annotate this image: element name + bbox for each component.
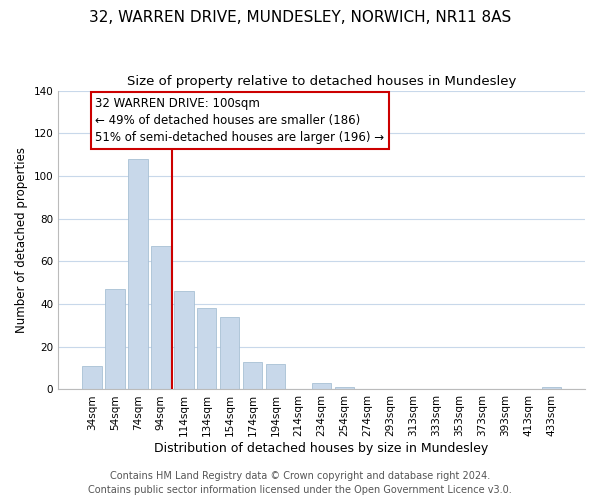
Y-axis label: Number of detached properties: Number of detached properties [15, 147, 28, 333]
Text: 32 WARREN DRIVE: 100sqm
← 49% of detached houses are smaller (186)
51% of semi-d: 32 WARREN DRIVE: 100sqm ← 49% of detache… [95, 97, 385, 144]
Bar [243, 362, 262, 390]
Bar [335, 388, 355, 390]
Text: 32, WARREN DRIVE, MUNDESLEY, NORWICH, NR11 8AS: 32, WARREN DRIVE, MUNDESLEY, NORWICH, NR… [89, 10, 511, 25]
Title: Size of property relative to detached houses in Mundesley: Size of property relative to detached ho… [127, 75, 516, 88]
Bar [105, 289, 125, 390]
Text: Contains HM Land Registry data © Crown copyright and database right 2024.
Contai: Contains HM Land Registry data © Crown c… [88, 471, 512, 495]
Bar [266, 364, 286, 390]
Bar [151, 246, 170, 390]
Bar [542, 388, 561, 390]
Bar [197, 308, 217, 390]
Bar [312, 383, 331, 390]
Bar [220, 317, 239, 390]
Bar [128, 159, 148, 390]
X-axis label: Distribution of detached houses by size in Mundesley: Distribution of detached houses by size … [154, 442, 489, 455]
Bar [82, 366, 101, 390]
Bar [174, 291, 194, 390]
